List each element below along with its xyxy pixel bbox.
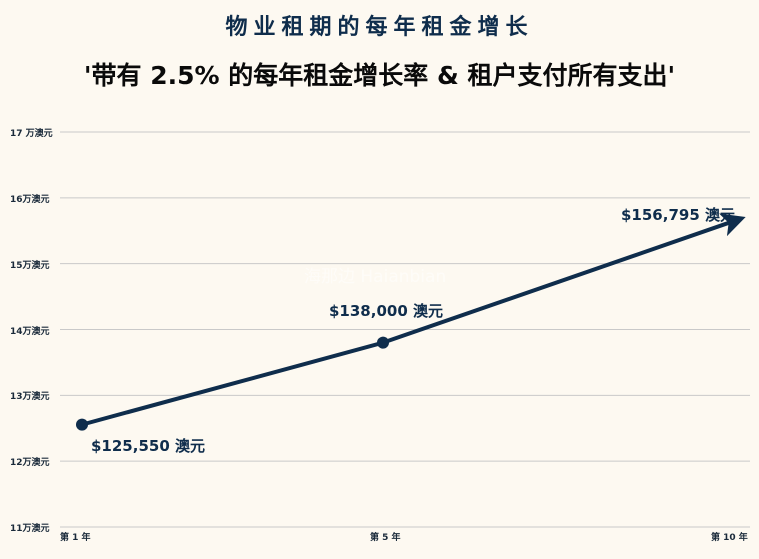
chart-subtitle: '带有 2.5% 的每年租金增长率 & 租户支付所有支出' — [83, 61, 676, 90]
y-tick-label: 12万澳元 — [10, 458, 50, 469]
y-tick-label: 11万澳元 — [10, 524, 50, 534]
data-label: $138,000 澳元 — [329, 302, 443, 320]
y-tick-label: 15万澳元 — [10, 260, 50, 271]
data-label: $156,795 澳元 — [621, 206, 735, 224]
data-label: $125,550 澳元 — [91, 437, 205, 455]
x-tick-label: 第 1 年 — [60, 533, 91, 543]
x-tick-label: 第 5 年 — [370, 533, 401, 543]
x-tick-label: 第 10 年 — [711, 533, 748, 543]
watermark-text: 海那边 Haianbian — [304, 267, 447, 287]
data-point — [76, 418, 88, 431]
series-line — [81, 213, 746, 427]
y-tick-label: 14万澳元 — [10, 326, 50, 337]
y-tick-label: 17 万澳元 — [10, 129, 53, 139]
y-tick-label: 13万澳元 — [10, 392, 50, 403]
chart-title: 物业租期的每年租金增长 — [225, 15, 534, 40]
data-point — [377, 336, 389, 349]
y-tick-label: 16万澳元 — [10, 194, 50, 205]
